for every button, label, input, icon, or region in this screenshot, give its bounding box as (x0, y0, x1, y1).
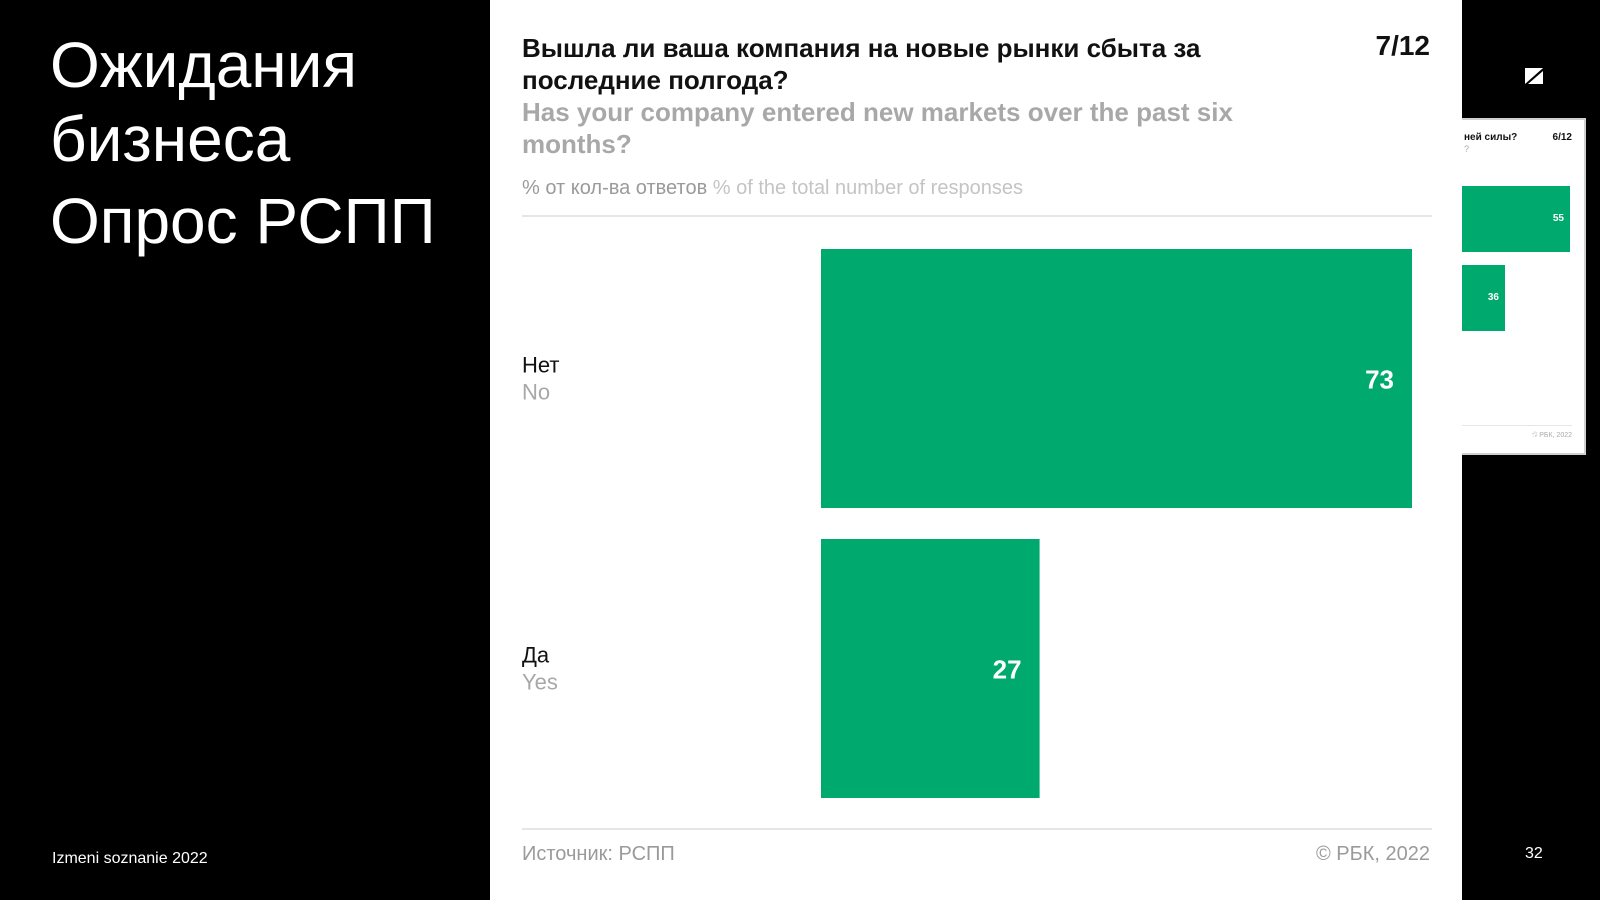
bar-1 (821, 249, 1412, 508)
question-title-en: Has your company entered new markets ove… (522, 97, 1233, 159)
left-title-line1: Ожидания (50, 29, 358, 101)
bottom-divider (522, 828, 1432, 830)
category-label-en-2: Yes (522, 670, 558, 695)
bar-value-label-2: 27 (993, 655, 1022, 685)
slide-counter: 7/12 (1375, 30, 1431, 61)
footer-label: Izmeni soznanie 2022 (52, 850, 208, 867)
top-divider (522, 215, 1432, 217)
thumbnail-count: 6/12 (1552, 132, 1572, 143)
thumbnail-bar-1: 55 (1462, 186, 1570, 252)
thumbnail-copyright: © РБК, 2022 (1532, 432, 1572, 439)
next-slide-thumbnail[interactable]: ней силы? ? 6/12 55 36 © РБК, 2022 (1462, 118, 1586, 455)
chart-slide: Вышла ли ваша компания на новые рынки сб… (490, 0, 1462, 900)
thumbnail-bar-2: 36 (1462, 265, 1505, 331)
left-title: Ожидания бизнеса (50, 28, 357, 176)
thumbnail-divider (1462, 425, 1572, 426)
left-subtitle: Опрос РСПП (50, 185, 436, 257)
category-label-en-1: No (522, 380, 550, 405)
unit-label-en: % of the total number of responses (712, 177, 1023, 199)
thumbnail-subtitle: ? (1464, 144, 1470, 154)
category-label-2: Да (522, 643, 550, 668)
vertical-brand-label: rbc (1522, 426, 1538, 446)
unit-label: % от кол-ва ответов % of the total numbe… (522, 177, 1023, 200)
bar-2 (821, 539, 1040, 798)
left-title-line2: бизнеса (50, 103, 291, 175)
page-number: 32 (1525, 845, 1543, 862)
brand-logo-icon (1525, 68, 1543, 84)
source-label: Источник: РСПП (522, 843, 675, 865)
bar-value-label-1: 73 (1365, 365, 1394, 395)
category-label-1: Нет (522, 353, 559, 378)
unit-label-ru: % от кол-ва ответов (522, 177, 708, 199)
copyright-label: © РБК, 2022 (1315, 843, 1430, 865)
question-title-ru: Вышла ли ваша компания на новые рынки сб… (522, 33, 1201, 95)
thumbnail-title: ней силы? (1464, 132, 1518, 143)
